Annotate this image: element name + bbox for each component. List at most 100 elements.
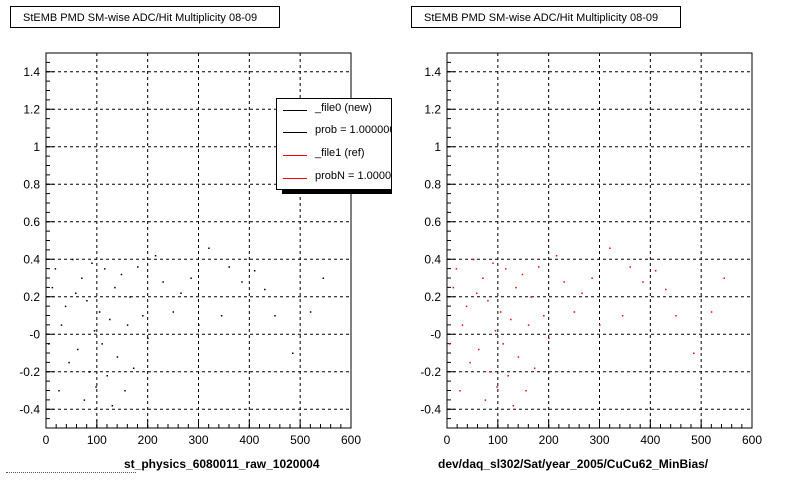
right-data-point-33 <box>555 255 558 257</box>
right-data-point-11 <box>484 399 487 401</box>
right-data-point-45 <box>675 315 677 317</box>
left-data-point-36 <box>180 292 182 294</box>
right-data-point-8 <box>475 292 478 294</box>
right-data-point-6 <box>469 361 471 364</box>
left-data-point-20 <box>106 375 108 377</box>
left-y-tick-label-6: 0.8 <box>23 177 40 191</box>
right-data-point-32 <box>548 337 550 339</box>
right-y-tick-label-4: 0.4 <box>424 252 441 266</box>
left-data-point-1 <box>51 286 54 289</box>
right-y-tick-label-2: -0 <box>430 327 441 341</box>
left-y-tick-label-5: 0.6 <box>23 215 40 229</box>
right-data-point-10 <box>482 277 484 279</box>
left-data-point-45 <box>274 315 276 317</box>
legend-entry-file1: _file1 (ref) <box>277 144 391 166</box>
left-data-point-3 <box>58 390 60 392</box>
right-data-point-37 <box>591 277 593 279</box>
right-x-tick-label-5: 500 <box>691 433 711 447</box>
left-data-point-0 <box>48 343 50 345</box>
right-data-point-47 <box>710 311 713 313</box>
right-data-point-22 <box>512 405 515 407</box>
right-data-point-39 <box>609 247 611 249</box>
footer-scrawl <box>6 468 136 473</box>
right-data-point-9 <box>478 348 480 351</box>
right-x-tick-label-4: 400 <box>640 433 660 447</box>
right-data-point-27 <box>527 324 530 326</box>
left-x-axis-label: st_physics_6080011_raw_1020004 <box>124 457 320 471</box>
legend-entry-file0: _file0 (new) <box>277 99 391 121</box>
legend-line-file1 <box>283 155 307 156</box>
right-data-point-17 <box>499 311 502 313</box>
left-data-point-14 <box>91 262 93 264</box>
left-data-point-24 <box>116 356 119 358</box>
right-data-point-13 <box>489 371 492 373</box>
right-data-point-4 <box>461 324 464 326</box>
right-data-point-2 <box>455 268 458 270</box>
left-x-tick-label-2: 200 <box>138 433 158 447</box>
left-data-point-9 <box>77 348 79 351</box>
left-data-point-34 <box>162 281 164 283</box>
left-data-point-33 <box>154 255 157 257</box>
right-y-tick-label-5: 0.6 <box>424 215 441 229</box>
left-data-point-30 <box>137 266 139 268</box>
left-data-point-25 <box>120 273 123 276</box>
right-data-point-40 <box>621 315 624 317</box>
right-data-point-19 <box>504 268 507 270</box>
right-x-tick-label-3: 300 <box>589 433 609 447</box>
left-y-tick-label-1: -0.2 <box>19 365 40 379</box>
right-data-point-31 <box>543 315 545 317</box>
right-data-point-23 <box>515 286 517 289</box>
right-data-point-35 <box>573 311 576 313</box>
left-data-point-10 <box>81 277 83 279</box>
left-data-point-28 <box>129 296 131 298</box>
left-data-point-16 <box>95 386 97 388</box>
left-data-point-19 <box>103 268 106 270</box>
right-data-point-0 <box>449 343 451 345</box>
right-x-tick-label-6: 600 <box>742 433 762 447</box>
left-data-point-44 <box>264 288 266 291</box>
left-data-point-48 <box>322 277 325 279</box>
right-data-point-20 <box>507 375 509 377</box>
left-data-point-5 <box>64 305 67 308</box>
right-y-tick-label-6: 0.8 <box>424 177 441 191</box>
left-data-point-39 <box>208 247 210 249</box>
left-data-point-35 <box>172 311 175 313</box>
right-y-tick-label-0: -0.4 <box>420 402 441 416</box>
right-data-point-48 <box>723 277 726 279</box>
right-data-point-46 <box>693 352 695 354</box>
left-data-point-37 <box>190 277 192 279</box>
left-x-tick-label-3: 300 <box>188 433 208 447</box>
right-data-point-5 <box>465 305 468 308</box>
left-data-point-22 <box>111 405 114 407</box>
left-data-point-32 <box>147 337 149 339</box>
left-data-point-43 <box>253 270 256 272</box>
left-y-tick-label-8: 1.2 <box>23 102 40 116</box>
left-data-point-8 <box>74 292 77 294</box>
left-data-point-26 <box>124 390 126 392</box>
left-x-tick-label-4: 400 <box>239 433 259 447</box>
right-data-point-1 <box>452 286 455 289</box>
left-y-tick-label-4: 0.4 <box>23 252 40 266</box>
right-data-point-24 <box>517 356 520 358</box>
right-data-point-44 <box>665 288 667 291</box>
left-data-point-31 <box>142 315 144 317</box>
right-data-point-7 <box>472 258 475 261</box>
legend-label-file1: _file1 (ref) <box>315 147 365 159</box>
left-data-point-13 <box>88 371 91 373</box>
right-data-point-25 <box>521 273 524 276</box>
right-data-point-34 <box>563 281 565 283</box>
left-data-point-40 <box>220 315 223 317</box>
right-data-point-14 <box>492 262 494 264</box>
right-data-point-16 <box>496 386 498 388</box>
left-x-tick-label-0: 0 <box>43 433 50 447</box>
left-data-point-46 <box>292 352 294 354</box>
right-chart-title: StEMB PMD SM-wise ADC/Hit Multiplicity 0… <box>411 6 681 28</box>
left-data-point-2 <box>54 268 57 270</box>
right-x-tick-label-2: 200 <box>539 433 559 447</box>
right-data-point-28 <box>530 296 532 298</box>
left-y-tick-label-9: 1.4 <box>23 65 40 79</box>
legend-entry-prob: prob = 1.000000 <box>277 121 391 143</box>
left-data-point-15 <box>93 330 96 332</box>
left-data-point-41 <box>228 266 230 268</box>
